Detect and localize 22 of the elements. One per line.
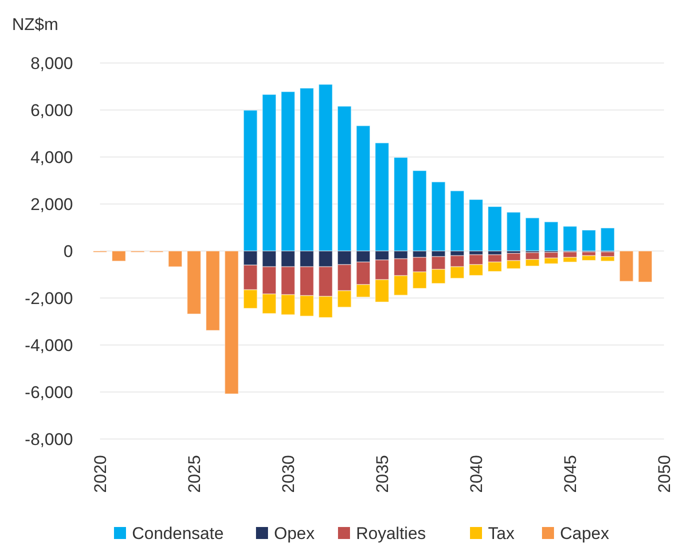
y-tick-label: 8,000 [30, 54, 73, 73]
x-tick-label: 2035 [372, 455, 392, 493]
y-tick-label: -2,000 [24, 288, 73, 308]
y-tick-label: -4,000 [24, 336, 73, 355]
x-tick-label: 2050 [654, 455, 674, 493]
y-tick-label: 2,000 [30, 194, 73, 214]
legend-label: Capex [560, 524, 610, 543]
y-tick-label: 4,000 [30, 148, 73, 167]
y-tick-label: -8,000 [24, 430, 73, 449]
y-tick-label: 0 [64, 242, 73, 261]
y-tick-label: -6,000 [24, 382, 73, 402]
legend-label: Condensate [132, 524, 224, 543]
legend-label: Opex [274, 524, 316, 543]
x-tick-label: 2045 [560, 455, 580, 493]
x-tick-label: 2040 [466, 455, 486, 493]
x-tick-label: 2025 [184, 455, 204, 493]
legend-label: Royalties [356, 524, 426, 543]
legend-label: Tax [488, 524, 515, 543]
y-tick-label: 6,000 [30, 100, 73, 120]
x-tick-label: 2020 [90, 455, 110, 493]
y-axis-title: NZ$m [12, 15, 58, 34]
x-tick-label: 2030 [278, 455, 298, 493]
